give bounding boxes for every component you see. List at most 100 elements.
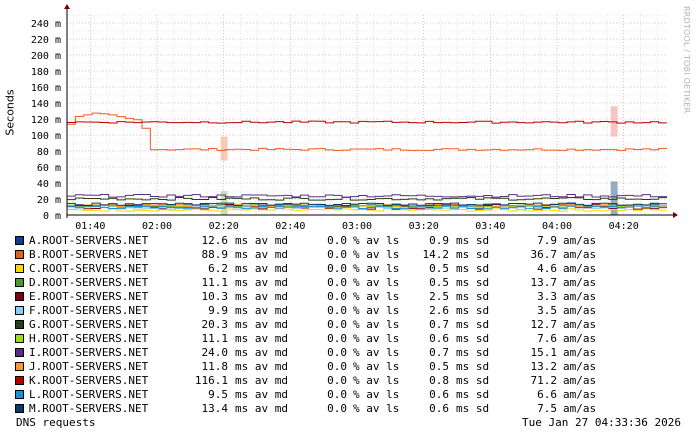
legend-amas: 13.7 <box>530 276 558 289</box>
legend-unit: ms sd <box>456 360 490 373</box>
legend-name: E.ROOT-SERVERS.NET <box>29 290 149 303</box>
spike-band <box>610 181 618 215</box>
legend-loss: 0.0 <box>327 360 347 373</box>
series-line-c <box>67 208 667 212</box>
legend-loss: 0.0 <box>327 318 347 331</box>
legend-unit: ms av md <box>235 360 288 373</box>
legend-name: B.ROOT-SERVERS.NET <box>29 248 149 261</box>
legend-unit: ms av md <box>235 276 288 289</box>
legend-unit: % av ls <box>353 262 400 275</box>
y-tick-label: 180 m <box>31 67 61 78</box>
legend-avg: 11.1 <box>201 276 229 289</box>
legend-unit: ms av md <box>235 234 288 247</box>
legend-unit: am/as <box>563 262 597 275</box>
legend-swatch <box>15 320 24 329</box>
y-tick-label: 200 m <box>31 51 61 62</box>
legend-unit: % av ls <box>353 290 400 303</box>
legend-unit: ms av md <box>235 304 288 317</box>
x-tick-labels: 01:40 02:00 02:20 02:40 03:00 03:20 03:40 04:00… <box>75 221 638 230</box>
legend-loss: 0.0 <box>327 332 347 345</box>
legend-unit: % av ls <box>353 374 400 387</box>
legend-amas: 3.3 <box>537 290 557 303</box>
legend-name: I.ROOT-SERVERS.NET <box>29 346 149 359</box>
legend-unit: am/as <box>563 248 597 261</box>
y-tick-labels: 0 m 20 m 40 m 60 m 80 m 100 m 120 m 140 m 160 m 1… <box>31 19 61 222</box>
x-tick-label: 02:40 <box>275 221 305 230</box>
legend-swatch <box>15 376 24 385</box>
legend-unit: ms av md <box>235 402 288 415</box>
legend-unit: % av ls <box>353 402 400 415</box>
chart-canvas: 0 m 20 m 40 m 60 m 80 m 100 m 120 m 140 m 160 m 1… <box>31 4 678 230</box>
legend-name: J.ROOT-SERVERS.NET <box>29 360 149 373</box>
y-tick-label: 220 m <box>31 35 61 46</box>
spike-band <box>220 136 228 161</box>
legend-swatch <box>15 390 24 399</box>
spike-band <box>610 106 618 137</box>
series-line-m <box>67 202 667 207</box>
legend-avg: 88.9 <box>201 248 229 261</box>
legend-unit: ms sd <box>456 374 490 387</box>
legend-name: M.ROOT-SERVERS.NET <box>29 402 149 415</box>
y-tick-label: 240 m <box>31 19 61 30</box>
legend-swatch <box>15 362 24 371</box>
legend-name: G.ROOT-SERVERS.NET <box>29 318 149 331</box>
legend-name: A.ROOT-SERVERS.NET <box>29 234 149 247</box>
x-tick-label: 03:40 <box>475 221 505 230</box>
legend-name: F.ROOT-SERVERS.NET <box>29 304 149 317</box>
legend-unit: am/as <box>563 346 597 359</box>
legend-loss: 0.0 <box>327 262 347 275</box>
legend-unit: ms sd <box>456 388 490 401</box>
legend-name: L.ROOT-SERVERS.NET <box>29 388 149 401</box>
legend-unit: % av ls <box>353 234 400 247</box>
legend-unit: ms av md <box>235 332 288 345</box>
legend-swatch <box>15 250 24 259</box>
legend-amas: 6.6 <box>537 388 557 401</box>
legend-unit: % av ls <box>353 360 400 373</box>
legend-unit: ms av md <box>235 290 288 303</box>
legend-sd: 0.6 <box>429 332 449 345</box>
legend-loss: 0.0 <box>327 304 347 317</box>
legend-swatch <box>15 334 24 343</box>
legend-sd: 14.2 <box>422 248 450 261</box>
legend-avg: 24.0 <box>201 346 229 359</box>
legend-unit: ms sd <box>456 248 490 261</box>
x-tick-label: 01:40 <box>75 221 105 230</box>
y-tick-label: 140 m <box>31 99 61 110</box>
graph-title: DNS requests <box>16 416 96 429</box>
legend-unit: ms sd <box>456 304 490 317</box>
legend-unit: ms av md <box>235 374 288 387</box>
legend-avg: 20.3 <box>201 318 229 331</box>
legend-sd: 0.6 <box>429 388 449 401</box>
legend-avg: 11.8 <box>201 360 229 373</box>
legend-avg: 6.2 <box>208 262 228 275</box>
legend-sd: 0.9 <box>429 234 449 247</box>
legend-avg: 9.9 <box>208 304 228 317</box>
legend-unit: am/as <box>563 304 597 317</box>
legend-avg: 9.5 <box>208 388 228 401</box>
legend-unit: ms sd <box>456 262 490 275</box>
legend-swatch <box>15 278 24 287</box>
y-tick-label: 20 m <box>37 195 61 206</box>
legend-unit: % av ls <box>353 318 400 331</box>
legend-loss: 0.0 <box>327 248 347 261</box>
legend-unit: am/as <box>563 332 597 345</box>
legend-loss: 0.0 <box>327 346 347 359</box>
legend-loss: 0.0 <box>327 290 347 303</box>
legend-unit: % av ls <box>353 332 400 345</box>
legend-swatch <box>15 404 24 413</box>
legend-unit: ms av md <box>235 262 288 275</box>
legend-amas: 15.1 <box>530 346 558 359</box>
x-tick-label: 04:20 <box>609 221 639 230</box>
legend-amas: 36.7 <box>530 248 558 261</box>
legend-unit: am/as <box>563 374 597 387</box>
legend-loss: 0.0 <box>327 374 347 387</box>
legend-loss: 0.0 <box>327 388 347 401</box>
legend-amas: 12.7 <box>530 318 558 331</box>
legend-unit: am/as <box>563 318 597 331</box>
legend-unit: % av ls <box>353 346 400 359</box>
legend-unit: ms av md <box>235 248 288 261</box>
y-tick-label: 40 m <box>37 179 61 190</box>
y-tick-label: 80 m <box>37 147 61 158</box>
legend-unit: ms sd <box>456 346 490 359</box>
series-lines <box>67 112 667 212</box>
